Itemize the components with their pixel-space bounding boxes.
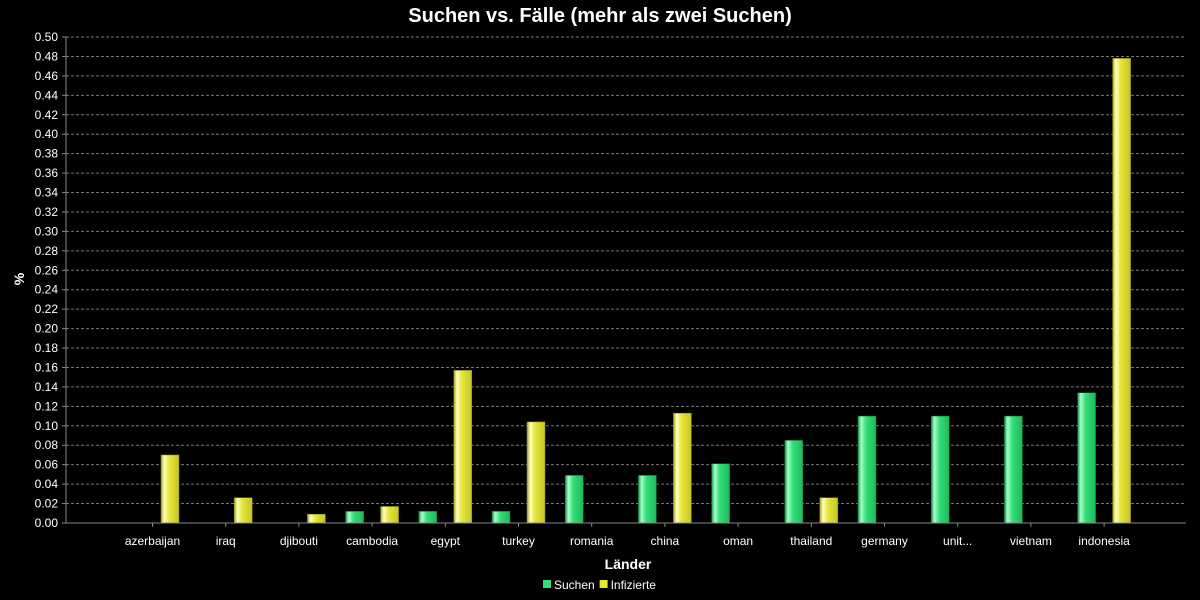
bar-infizierte-13 [1112, 58, 1131, 524]
x-tick-label: iraq [216, 534, 236, 548]
bar-suchen-7 [638, 475, 657, 524]
bar-suchen-12 [1004, 415, 1023, 524]
y-tick-label: 0.50 [35, 30, 59, 44]
y-tick-label: 0.28 [35, 244, 59, 258]
y-tick-label: 0.10 [35, 419, 59, 433]
y-axis-label: % [11, 272, 27, 285]
y-tick-label: 0.02 [35, 497, 59, 511]
bar-infizierte-7 [673, 412, 692, 524]
bar-infizierte-4 [453, 370, 473, 524]
bar-infizierte-1 [233, 497, 253, 524]
x-tick-label: unit... [943, 534, 972, 548]
y-tick-label: 0.46 [35, 69, 59, 83]
chart-title: Suchen vs. Fälle (mehr als zwei Suchen) [408, 5, 791, 27]
bar-infizierte-5 [526, 421, 546, 524]
y-tick-label: 0.04 [35, 477, 59, 491]
bar-suchen-5 [491, 511, 511, 524]
y-tick-label: 0.14 [35, 380, 59, 394]
y-tick-label: 0.42 [35, 108, 59, 122]
y-tick-label: 0.26 [35, 263, 59, 277]
y-tick-label: 0.20 [35, 322, 59, 336]
bar-infizierte-2 [307, 514, 326, 524]
legend-label-infizierte: Infizierte [611, 578, 657, 592]
x-tick-label: thailand [790, 534, 832, 548]
legend-swatch-infizierte [599, 580, 608, 588]
y-tick-label: 0.30 [35, 224, 59, 238]
y-tick-label: 0.32 [35, 205, 59, 219]
bar-suchen-9 [784, 440, 804, 524]
bar-suchen-11 [930, 415, 950, 524]
x-tick-label: egypt [431, 534, 461, 548]
x-tick-label: indonesia [1078, 534, 1130, 548]
y-tick-label: 0.38 [35, 147, 59, 161]
x-axis-label: Länder [605, 556, 652, 572]
y-tick-label: 0.08 [35, 438, 59, 452]
y-tick-label: 0.24 [35, 283, 59, 297]
y-axis-ticks: 0.00 0.02 0.04 0.06 0.08 0.10 0.12 0.14 0.16 0.18… [35, 30, 66, 530]
x-tick-label: china [651, 534, 680, 548]
bar-infizierte-3 [380, 506, 399, 524]
y-tick-label: 0.18 [35, 341, 59, 355]
x-tick-label: cambodia [346, 534, 398, 548]
legend-swatch-suchen [543, 580, 551, 588]
bar-infizierte-0 [160, 454, 180, 524]
y-tick-label: 0.40 [35, 127, 59, 141]
y-tick-label: 0.16 [35, 360, 59, 374]
x-tick-label: djibouti [280, 534, 318, 548]
y-tick-label: 0.22 [35, 302, 59, 316]
x-axis-ticks: azerbaijan iraq djibouti cambodia egypt turke… [125, 523, 1130, 548]
bar-suchen-3 [345, 511, 364, 524]
bar-suchen-6 [564, 475, 584, 524]
bar-suchen-13 [1077, 392, 1096, 524]
y-tick-label: 0.44 [35, 88, 59, 102]
x-tick-label: azerbaijan [125, 534, 180, 548]
bars [160, 58, 1131, 524]
gridlines [66, 36, 1186, 505]
y-tick-label: 0.00 [35, 516, 59, 530]
x-tick-label: romania [570, 534, 614, 548]
bar-suchen-10 [857, 415, 877, 524]
bar-infizierte-9 [819, 497, 839, 524]
legend: Suchen Infizierte [543, 578, 656, 592]
bar-suchen-4 [418, 511, 438, 524]
x-tick-label: turkey [502, 534, 535, 548]
x-tick-label: germany [861, 534, 908, 548]
y-tick-label: 0.06 [35, 458, 59, 472]
y-tick-label: 0.34 [35, 186, 59, 200]
legend-label-suchen: Suchen [554, 578, 595, 592]
bar-suchen-8 [711, 463, 730, 524]
x-tick-label: vietnam [1010, 534, 1052, 548]
y-tick-label: 0.12 [35, 399, 59, 413]
x-tick-label: oman [723, 534, 753, 548]
y-tick-label: 0.36 [35, 166, 59, 180]
y-tick-label: 0.48 [35, 49, 59, 63]
